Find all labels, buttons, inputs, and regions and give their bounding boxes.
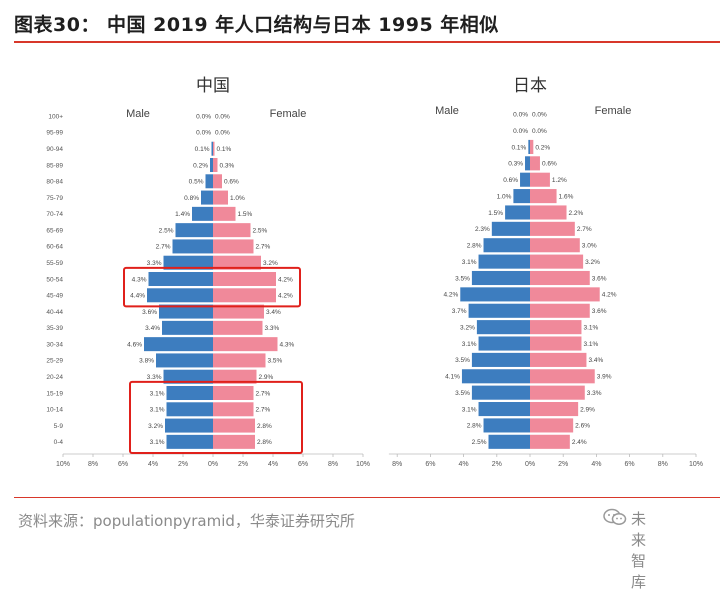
x-tick-label: 8% [658, 461, 668, 468]
female-value-label: 4.2% [602, 292, 617, 299]
male-value-label: 4.1% [445, 374, 460, 381]
male-bar-10-14 [479, 402, 530, 416]
female-value-label: 3.1% [583, 324, 598, 331]
male-value-label: 3.5% [455, 275, 470, 282]
female-value-label: 3.0% [582, 243, 597, 250]
male-bar-40-44 [469, 304, 530, 318]
male-bar-70-74 [505, 205, 530, 219]
x-tick-label: 2% [492, 461, 502, 468]
female-legend-label: Female [595, 105, 632, 117]
male-value-label: 3.1% [462, 406, 477, 413]
female-bar-30-34 [530, 336, 581, 350]
footer-divider [14, 497, 720, 498]
male-value-label: 2.8% [467, 423, 482, 430]
female-value-label: 0.0% [532, 111, 547, 118]
wechat-icon [603, 508, 627, 526]
female-bar-20-24 [530, 369, 595, 383]
male-bar-55-59 [479, 255, 530, 269]
x-tick-label: 0% [525, 461, 535, 468]
x-tick-label: 4% [459, 461, 469, 468]
male-bar-30-34 [479, 336, 530, 350]
male-value-label: 3.2% [460, 324, 475, 331]
male-bar-25-29 [472, 353, 530, 367]
female-value-label: 3.2% [585, 259, 600, 266]
female-value-label: 2.4% [572, 439, 587, 446]
female-value-label: 3.3% [587, 390, 602, 397]
male-value-label: 4.2% [443, 292, 458, 299]
male-value-label: 3.5% [455, 357, 470, 364]
female-value-label: 3.6% [592, 308, 607, 315]
female-value-label: 2.2% [569, 210, 584, 217]
male-bar-15-19 [472, 386, 530, 400]
female-bar-25-29 [530, 353, 586, 367]
female-value-label: 3.6% [592, 275, 607, 282]
female-bar-85-89 [530, 156, 540, 170]
male-value-label: 1.0% [497, 193, 512, 200]
x-tick-label: 8% [392, 461, 402, 468]
female-value-label: 3.1% [583, 341, 598, 348]
x-tick-label: 6% [425, 461, 435, 468]
female-bar-50-54 [530, 271, 590, 285]
japan-pyramid-chart: 日本 Male Female 0.0% 0.0% 0.0% 0.0% 0.1% 0.2% 0.3%… [0, 0, 726, 500]
female-bar-75-79 [530, 189, 557, 203]
female-value-label: 0.2% [535, 144, 550, 151]
male-value-label: 1.5% [488, 210, 503, 217]
male-value-label: 0.3% [508, 161, 523, 168]
male-value-label: 2.5% [472, 439, 487, 446]
male-legend-label: Male [435, 105, 459, 117]
female-value-label: 3.9% [597, 374, 612, 381]
male-bar-0-4 [489, 435, 531, 449]
female-value-label: 0.6% [542, 161, 557, 168]
female-bar-5-9 [530, 418, 573, 432]
male-bar-65-69 [492, 222, 530, 236]
female-bar-40-44 [530, 304, 590, 318]
male-bar-5-9 [484, 418, 530, 432]
male-value-label: 3.7% [452, 308, 467, 315]
x-tick-label: 4% [591, 461, 601, 468]
female-bar-70-74 [530, 205, 567, 219]
female-bar-10-14 [530, 402, 578, 416]
female-bar-15-19 [530, 386, 585, 400]
female-value-label: 1.6% [559, 193, 574, 200]
male-value-label: 0.0% [513, 128, 528, 135]
male-value-label: 2.8% [467, 243, 482, 250]
female-bar-45-49 [530, 287, 600, 301]
x-tick-label: 10% [689, 461, 703, 468]
male-value-label: 3.1% [462, 259, 477, 266]
female-bar-60-64 [530, 238, 580, 252]
male-bar-45-49 [460, 287, 530, 301]
male-bar-50-54 [472, 271, 530, 285]
source-note: 资料来源：populationpyramid，华泰证券研究所 [18, 510, 355, 531]
female-bar-0-4 [530, 435, 570, 449]
male-bar-85-89 [525, 156, 530, 170]
female-value-label: 2.7% [577, 226, 592, 233]
x-tick-label: 6% [625, 461, 635, 468]
x-tick-label: 2% [558, 461, 568, 468]
female-value-label: 1.2% [552, 177, 567, 184]
female-value-label: 2.6% [575, 423, 590, 430]
female-bar-35-39 [530, 320, 581, 334]
female-value-label: 2.9% [580, 406, 595, 413]
female-bar-80-84 [530, 173, 550, 187]
male-value-label: 0.6% [503, 177, 518, 184]
male-value-label: 2.3% [475, 226, 490, 233]
watermark-text: 未来智库 [631, 508, 646, 592]
male-value-label: 3.1% [462, 341, 477, 348]
male-value-label: 0.0% [513, 111, 528, 118]
chart-title: 日本 [513, 76, 547, 96]
female-bar-65-69 [530, 222, 575, 236]
female-value-label: 0.0% [532, 128, 547, 135]
male-value-label: 0.1% [512, 144, 527, 151]
female-value-label: 3.4% [588, 357, 603, 364]
male-bar-90-94 [528, 140, 530, 154]
male-bar-75-79 [513, 189, 530, 203]
male-value-label: 3.5% [455, 390, 470, 397]
male-bar-60-64 [484, 238, 530, 252]
male-bar-35-39 [477, 320, 530, 334]
male-bar-80-84 [520, 173, 530, 187]
male-bar-20-24 [462, 369, 530, 383]
female-bar-90-94 [530, 140, 533, 154]
female-bar-55-59 [530, 255, 583, 269]
